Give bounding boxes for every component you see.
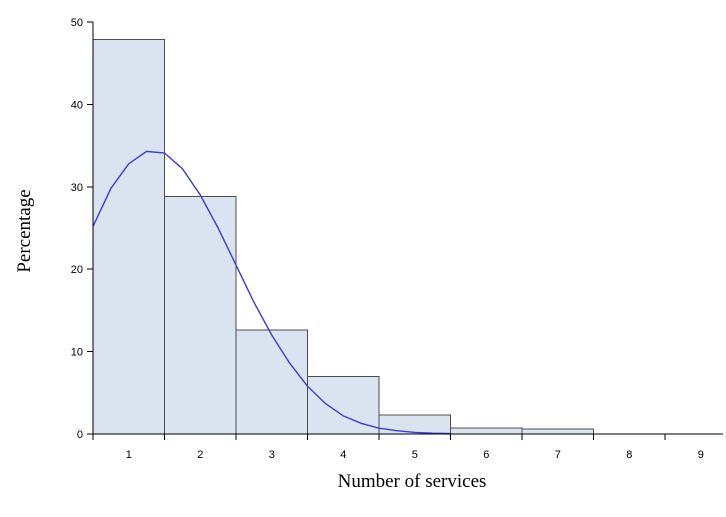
x-tick-label-5: 5 bbox=[412, 449, 418, 461]
y-tick-label-0: 0 bbox=[77, 429, 83, 441]
x-tick-label-2: 2 bbox=[197, 449, 203, 461]
bar-7 bbox=[521, 428, 594, 435]
axes-layer bbox=[92, 22, 723, 435]
x-tick-label-3: 3 bbox=[269, 449, 275, 461]
x-tick-label-6: 6 bbox=[483, 449, 489, 461]
x-ticks: 1 2 3 4 5 6 7 8 9 bbox=[92, 434, 704, 461]
y-tick-label-50: 50 bbox=[71, 17, 83, 29]
x-axis-title: Number of services bbox=[338, 471, 487, 492]
x-tick-label-9: 9 bbox=[698, 449, 704, 461]
bar-3 bbox=[235, 329, 308, 435]
bar-6 bbox=[450, 427, 523, 435]
y-tick-label-30: 30 bbox=[71, 182, 83, 194]
x-tick-label-7: 7 bbox=[555, 449, 561, 461]
x-tick-label-4: 4 bbox=[340, 449, 346, 461]
bar-2 bbox=[164, 196, 237, 435]
y-tick-label-40: 40 bbox=[71, 99, 83, 111]
bar-1 bbox=[92, 38, 165, 435]
y-axis-title: Percentage bbox=[14, 189, 35, 272]
bars-layer bbox=[92, 38, 594, 435]
y-ticks: 0 10 20 30 40 50 bbox=[71, 17, 93, 441]
x-tick-label-1: 1 bbox=[126, 449, 132, 461]
x-tick-label-8: 8 bbox=[626, 449, 632, 461]
bar-5 bbox=[378, 414, 451, 435]
y-tick-label-20: 20 bbox=[71, 264, 83, 276]
density-curve bbox=[92, 150, 451, 435]
y-tick-label-10: 10 bbox=[71, 347, 83, 359]
